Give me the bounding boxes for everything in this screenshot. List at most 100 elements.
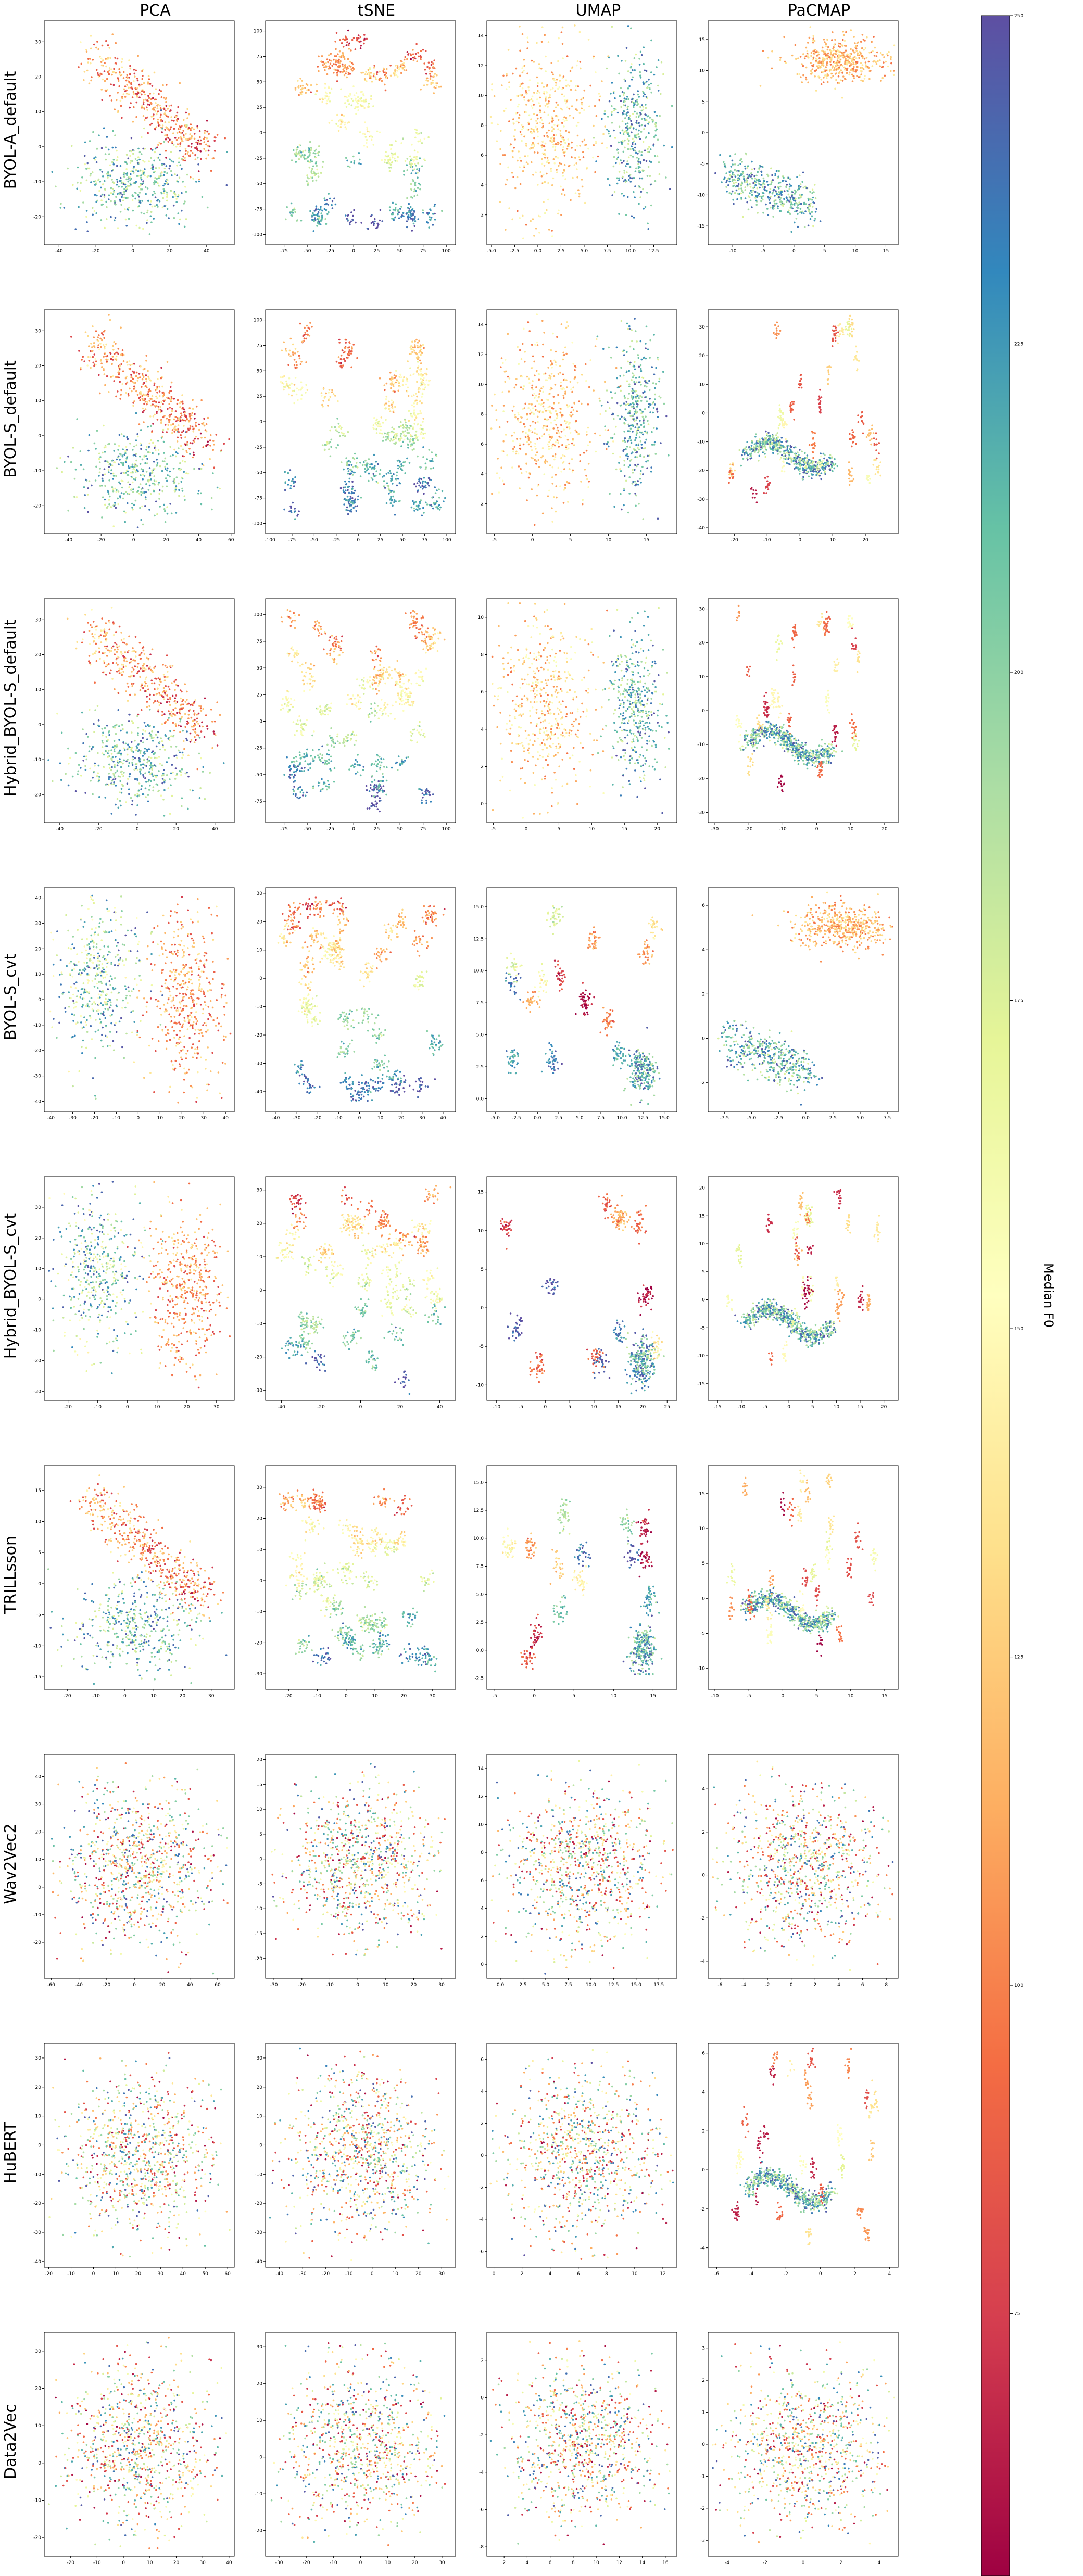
- scatter-point: [104, 188, 106, 190]
- scatter-point: [184, 157, 186, 159]
- scatter-point: [135, 116, 137, 118]
- scatter-point: [166, 179, 169, 181]
- scatter-point: [109, 164, 111, 167]
- scatter-point: [313, 214, 316, 217]
- scatter-point: [345, 106, 348, 108]
- scatter-point: [116, 57, 119, 60]
- scatter-point: [441, 210, 443, 212]
- scatter-point: [892, 74, 895, 76]
- scatter-point: [203, 137, 205, 140]
- scatter-point: [401, 63, 404, 65]
- scatter-point: [141, 505, 143, 508]
- scatter-point: [347, 472, 349, 475]
- scatter-point: [322, 400, 324, 402]
- scatter-point: [808, 36, 811, 39]
- scatter-point: [561, 93, 563, 96]
- scatter-point: [835, 79, 837, 81]
- scatter-point: [415, 504, 418, 507]
- scatter-point: [852, 75, 855, 78]
- scatter-point: [814, 218, 816, 220]
- scatter-point: [348, 460, 350, 462]
- scatter-point: [312, 212, 314, 214]
- scatter-point: [738, 175, 741, 178]
- scatter-point: [292, 212, 294, 214]
- scatter-point: [341, 42, 343, 44]
- scatter-point: [115, 343, 117, 345]
- scatter-point: [624, 123, 627, 125]
- scatter-point: [182, 119, 185, 121]
- scatter-point: [204, 429, 207, 431]
- scatter-point: [181, 209, 183, 212]
- scatter-point: [530, 220, 532, 222]
- scatter-point: [738, 187, 740, 190]
- scatter-point: [778, 191, 780, 193]
- scatter-point: [87, 449, 90, 452]
- scatter-point: [92, 361, 95, 364]
- scatter-point: [519, 85, 521, 87]
- scatter-point: [414, 183, 416, 185]
- scatter-point: [154, 151, 156, 154]
- scatter-point: [651, 121, 654, 123]
- scatter-point: [644, 149, 646, 152]
- scatter-point: [537, 142, 539, 145]
- scatter-point: [98, 348, 100, 351]
- scatter-point: [833, 67, 836, 69]
- scatter-point: [650, 71, 652, 73]
- scatter-point: [352, 155, 355, 158]
- scatter-point: [140, 448, 142, 450]
- scatter-point: [552, 73, 554, 75]
- scatter-point: [737, 178, 739, 181]
- scatter-point: [360, 91, 362, 93]
- scatter-point: [119, 483, 121, 485]
- scatter-point: [156, 412, 158, 414]
- scatter-point: [114, 57, 116, 59]
- scatter-point: [136, 90, 139, 93]
- scatter-point: [355, 92, 358, 94]
- scatter-point: [87, 58, 90, 60]
- y-tick-label: -20: [33, 503, 41, 509]
- scatter-point: [731, 175, 733, 178]
- scatter-point: [862, 80, 864, 82]
- scatter-point: [423, 476, 425, 479]
- scatter-point: [102, 175, 104, 178]
- scatter-point: [133, 362, 135, 365]
- scatter-point: [154, 192, 156, 195]
- y-tick-label: -10: [33, 180, 41, 185]
- scatter-point: [767, 214, 770, 217]
- scatter-point: [805, 66, 808, 69]
- scatter-point: [329, 59, 331, 61]
- scatter-point: [826, 48, 829, 51]
- scatter-point: [155, 102, 157, 104]
- scatter-point: [364, 73, 367, 75]
- scatter-point: [822, 61, 824, 64]
- scatter-point: [427, 80, 429, 82]
- scatter-point: [380, 416, 383, 419]
- scatter-point: [520, 133, 523, 136]
- scatter-point: [761, 192, 764, 194]
- scatter-point: [161, 435, 164, 438]
- scatter-point: [109, 319, 111, 321]
- scatter-point: [98, 190, 100, 192]
- scatter-point: [629, 181, 632, 183]
- scatter-point: [305, 392, 307, 394]
- scatter-point: [204, 132, 206, 134]
- scatter-point: [727, 184, 729, 186]
- scatter-point: [130, 374, 132, 376]
- scatter-point: [545, 98, 547, 100]
- scatter-point: [176, 120, 179, 122]
- scatter-point: [852, 56, 855, 59]
- column-title-tsne: tSNE: [358, 2, 395, 20]
- scatter-point: [582, 151, 584, 154]
- scatter-point: [595, 71, 597, 73]
- scatter-point: [382, 440, 384, 442]
- scatter-point: [838, 61, 840, 64]
- scatter-point: [317, 172, 319, 175]
- scatter-point: [132, 149, 135, 151]
- scatter-point: [173, 478, 175, 481]
- scatter-point: [138, 186, 141, 188]
- scatter-point: [348, 95, 350, 97]
- scatter-point: [861, 67, 863, 69]
- scatter-point: [95, 330, 97, 332]
- scatter-point: [777, 182, 780, 184]
- scatter-point: [539, 216, 542, 218]
